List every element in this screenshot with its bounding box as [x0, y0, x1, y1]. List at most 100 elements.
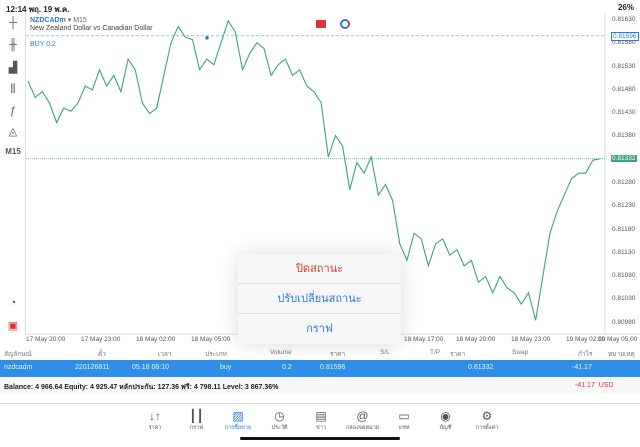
price-tick: 0.81080 — [612, 272, 636, 280]
column-header[interactable]: ราคา — [450, 351, 466, 358]
column-header[interactable]: Swap — [512, 349, 529, 356]
nav-label: ราคา — [148, 425, 162, 431]
status-time: 12:14 พฤ. 19 พ.ค. — [6, 5, 70, 14]
cell-symbol: nzdcadm — [4, 364, 33, 371]
time-tick: 18 May 05:00 — [191, 336, 231, 343]
column-header[interactable]: สัญลักษณ์ — [4, 351, 32, 358]
nav-label: ข่าว — [316, 425, 326, 431]
status-bar: 12:14 พฤ. 19 พ.ค. 26% — [0, 0, 640, 14]
nav-label: บัญชี — [439, 425, 452, 431]
nav-icon: ▨ — [232, 409, 244, 423]
nav-icon: ▭ — [398, 409, 410, 423]
nav-icon: ◷ — [274, 409, 285, 423]
nav-item[interactable]: ▭ แชท — [384, 409, 424, 432]
column-header[interactable]: Volume — [270, 349, 292, 356]
entry-marker — [205, 36, 209, 40]
cell-time: 05.18 06:10 — [132, 364, 169, 371]
price-tick: 0.81480 — [612, 85, 636, 93]
position-context-menu: ปิดสถานะ ปรับเปลี่ยนสถานะ กราฟ — [238, 254, 401, 344]
function-icon[interactable]: ƒ — [9, 105, 17, 117]
nav-item[interactable]: ◷ ประวัติ — [260, 409, 300, 432]
close-position-item[interactable]: ปิดสถานะ — [238, 254, 401, 284]
price-tick: 0.81180 — [612, 225, 636, 233]
balance-bar: Balance: 4 966.64 Equity: 4 925.47 หลักป… — [0, 378, 640, 393]
nav-item[interactable]: ↓↑ ราคา — [135, 409, 175, 432]
buy-price-tag: 0.81596 — [611, 31, 639, 41]
price-series-line — [27, 19, 601, 321]
symbol-label[interactable]: NZDCADm ▾ M15 — [30, 17, 87, 24]
time-tick: 18 May 02:00 — [136, 336, 176, 343]
signal-icon[interactable] — [340, 19, 350, 29]
bottom-nav: ↓↑ ราคา ┃┃ กราฟ ▨ การซื้อขาย ◷ ประวัติ ▤ ข่าว @ กล่… — [0, 403, 640, 447]
price-tick: 0.81380 — [612, 132, 636, 140]
table-row[interactable]: nzdcadm 220126811 05.18 06:10 buy 0.2 0.… — [0, 360, 640, 377]
column-header[interactable]: ประเภท — [205, 351, 227, 358]
trade-icon[interactable]: ▣ — [7, 320, 19, 332]
nav-item[interactable]: @ กล่องจดหมาย — [343, 409, 383, 432]
column-header[interactable]: เวลา — [158, 351, 172, 358]
nav-label: กล่องจดหมาย — [345, 425, 380, 431]
nav-icon: ↓↑ — [149, 409, 161, 423]
nav-item[interactable]: ◉ บัญชี — [426, 409, 466, 432]
modify-position-item[interactable]: ปรับเปลี่ยนสถานะ — [238, 284, 401, 314]
nav-item[interactable]: ┃┃ กราฟ — [177, 409, 217, 432]
indicators-icon[interactable]: ▟ — [8, 62, 18, 74]
time-tick: 19 May 02:00 — [566, 336, 606, 343]
cell-type: buy — [220, 364, 232, 371]
time-tick: 18 May 20:00 — [456, 336, 496, 343]
speedometer-icon[interactable]: ◔ — [9, 297, 17, 309]
price-tick: 0.81530 — [612, 62, 636, 70]
price-tick: 0.81280 — [612, 178, 636, 186]
cell-current-price: 0.81332 — [468, 364, 494, 371]
crosshair-icon[interactable]: ┼ — [9, 17, 17, 29]
column-header[interactable]: หมายเหตุ — [608, 351, 635, 358]
symbol-description: New Zealand Dollar vs Canadian Dollar — [30, 25, 153, 32]
nav-icon: ⚙ — [481, 409, 493, 423]
table-header: สัญลักษณ์ ตั๋ว เวลา ประเภท Volume ราคา S/L T/P ร… — [0, 346, 640, 360]
column-header[interactable]: ราคา — [330, 351, 346, 358]
time-tick: 17 May 20:00 — [26, 336, 66, 343]
nav-label: แชท — [398, 425, 410, 431]
cell-ticket: 220126811 — [75, 364, 110, 371]
balance-summary: Balance: 4 966.64 Equity: 4 925.47 หลักป… — [4, 384, 279, 391]
price-tick: 0.81430 — [612, 109, 636, 117]
price-tick: 0.81130 — [612, 248, 636, 256]
nav-item[interactable]: ▤ ข่าว — [301, 409, 341, 432]
nav-icon: ▤ — [315, 409, 327, 423]
cell-volume: 0.2 — [282, 364, 292, 371]
chart-toolbar: ┼ ╫ ▟ ⫼ ƒ ◬ M15 ◔ ▣ — [0, 13, 26, 335]
time-tick: 18 May 23:00 — [511, 336, 551, 343]
nav-icon: ◉ — [440, 409, 451, 423]
nav-label: การตั้งค่า — [475, 425, 499, 431]
nav-icon: ┃┃ — [189, 409, 204, 423]
price-tick: 0.81030 — [612, 295, 636, 303]
chart-type-icon[interactable]: ╫ — [9, 39, 17, 51]
settings-sliders-icon[interactable]: ⫼ — [10, 83, 16, 95]
cell-open-price: 0.81596 — [320, 364, 346, 371]
column-header[interactable]: T/P — [430, 349, 441, 356]
one-click-trading-icon[interactable] — [316, 20, 326, 28]
bid-price-tag: 0.81332 — [611, 154, 637, 162]
nav-item[interactable]: ⚙ การตั้งค่า — [467, 409, 507, 432]
column-header[interactable]: ตั๋ว — [98, 351, 106, 358]
nav-label: กราฟ — [189, 425, 204, 431]
time-tick: 17 May 23:00 — [81, 336, 121, 343]
nav-icon: @ — [356, 409, 369, 423]
column-header[interactable]: กำไร — [578, 351, 593, 358]
price-tick: 0.80980 — [612, 318, 636, 326]
cell-profit: -41.17 — [572, 364, 592, 371]
home-indicator — [240, 437, 400, 440]
nav-label: การซื้อขาย — [224, 425, 252, 431]
price-tick: 0.81230 — [612, 202, 636, 210]
nav-item[interactable]: ▨ การซื้อขาย — [218, 409, 258, 432]
objects-icon[interactable]: ◬ — [8, 126, 18, 138]
nav-label: ประวัติ — [271, 425, 288, 431]
battery: 26% — [617, 3, 634, 12]
price-tick: 0.81630 — [612, 15, 636, 23]
chart-item[interactable]: กราฟ — [306, 323, 333, 335]
price-tick: 0.81580 — [612, 39, 636, 47]
timeframe-button[interactable]: M15 — [5, 147, 21, 156]
column-header[interactable]: S/L — [380, 349, 390, 356]
time-tick: 18 May 17:00 — [404, 336, 444, 343]
buy-line-label: BUY 0.2 — [30, 41, 56, 48]
